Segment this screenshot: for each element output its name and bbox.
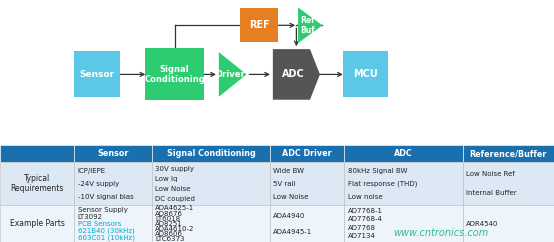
FancyBboxPatch shape (463, 145, 554, 162)
Text: 603C01 (10kHz): 603C01 (10kHz) (78, 234, 135, 241)
Text: AD7768: AD7768 (348, 225, 376, 231)
Text: Low noise: Low noise (348, 194, 382, 200)
Text: ADC: ADC (282, 69, 305, 79)
FancyBboxPatch shape (74, 145, 152, 162)
Text: AD7768-1: AD7768-1 (348, 208, 383, 214)
Text: PCB Sensors: PCB Sensors (78, 221, 121, 227)
Text: ADR4540: ADR4540 (466, 221, 499, 227)
FancyBboxPatch shape (0, 145, 74, 162)
FancyBboxPatch shape (152, 145, 270, 162)
FancyBboxPatch shape (240, 8, 278, 42)
Text: ADA4940: ADA4940 (274, 213, 306, 219)
Text: REF: REF (249, 20, 270, 30)
Text: Reference/Buffer: Reference/Buffer (470, 149, 547, 158)
Text: -10V signal bias: -10V signal bias (78, 194, 134, 200)
Text: ADA4610-2: ADA4610-2 (155, 226, 194, 232)
Text: Example Parts: Example Parts (10, 219, 65, 228)
Text: ICP/IEPE: ICP/IEPE (78, 168, 106, 174)
FancyBboxPatch shape (74, 205, 152, 242)
Text: 30V supply: 30V supply (155, 166, 194, 172)
Text: Signal
Conditioning: Signal Conditioning (144, 65, 205, 84)
FancyBboxPatch shape (345, 145, 463, 162)
Text: DC coupled: DC coupled (155, 196, 195, 202)
FancyBboxPatch shape (152, 205, 270, 242)
Text: ADC Driver: ADC Driver (283, 149, 332, 158)
Text: 621B40 (30kHz): 621B40 (30kHz) (78, 227, 135, 234)
Text: ADA4625-1: ADA4625-1 (155, 205, 194, 212)
FancyBboxPatch shape (0, 162, 74, 205)
FancyBboxPatch shape (343, 51, 388, 98)
Text: Low Iq: Low Iq (155, 176, 177, 182)
Text: Typical
Requirements: Typical Requirements (11, 174, 64, 193)
Text: AD7768-4: AD7768-4 (348, 216, 383, 222)
Text: AD8251: AD8251 (155, 221, 183, 227)
Text: LTC6373: LTC6373 (155, 236, 184, 242)
FancyBboxPatch shape (463, 205, 554, 242)
FancyBboxPatch shape (145, 48, 204, 100)
Text: Ref
Buf: Ref Buf (300, 15, 315, 35)
Text: Sensor: Sensor (79, 70, 115, 79)
Text: ADC: ADC (394, 149, 413, 158)
Text: LT6018: LT6018 (155, 216, 180, 222)
FancyBboxPatch shape (463, 162, 554, 205)
FancyBboxPatch shape (270, 205, 345, 242)
Text: Driver: Driver (215, 70, 245, 79)
FancyBboxPatch shape (74, 162, 152, 205)
FancyBboxPatch shape (270, 145, 345, 162)
Text: Low Noise Ref: Low Noise Ref (466, 171, 515, 177)
FancyBboxPatch shape (345, 205, 463, 242)
FancyBboxPatch shape (345, 162, 463, 205)
Text: AD8606: AD8606 (155, 231, 183, 237)
Text: 80kHz Signal BW: 80kHz Signal BW (348, 168, 407, 174)
Text: Low Noise: Low Noise (155, 186, 191, 192)
FancyBboxPatch shape (270, 162, 345, 205)
Text: Sensor Supply: Sensor Supply (78, 207, 127, 213)
Polygon shape (219, 52, 247, 97)
Text: www.cntronics.com: www.cntronics.com (393, 228, 489, 238)
FancyBboxPatch shape (152, 162, 270, 205)
Polygon shape (298, 8, 322, 43)
Polygon shape (273, 49, 320, 100)
Text: Signal Conditioning: Signal Conditioning (167, 149, 255, 158)
Text: AD8676: AD8676 (155, 211, 183, 217)
Text: Wide BW: Wide BW (274, 168, 304, 174)
Text: Low Noise: Low Noise (274, 194, 309, 200)
Text: LT3092: LT3092 (78, 214, 102, 220)
Text: Internal Buffer: Internal Buffer (466, 190, 517, 196)
Text: -24V supply: -24V supply (78, 181, 119, 187)
Text: 5V rail: 5V rail (274, 181, 296, 187)
Text: Sensor: Sensor (98, 149, 129, 158)
Text: Flat response (THD): Flat response (THD) (348, 181, 417, 187)
FancyBboxPatch shape (0, 205, 74, 242)
Text: MCU: MCU (353, 69, 378, 79)
Text: AD7134: AD7134 (348, 234, 376, 239)
FancyBboxPatch shape (74, 51, 120, 98)
Text: ADA4945-1: ADA4945-1 (274, 229, 312, 234)
